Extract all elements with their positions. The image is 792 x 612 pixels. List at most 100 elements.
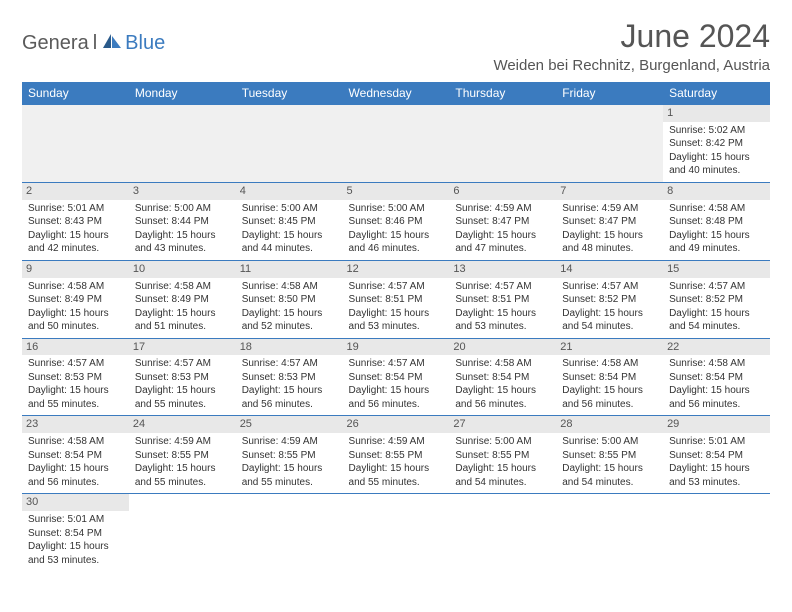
day-detail: Sunrise: 4:59 AMSunset: 8:55 PMDaylight:… — [240, 435, 339, 489]
day-detail: Sunrise: 4:57 AMSunset: 8:52 PMDaylight:… — [667, 280, 766, 334]
day-cell-16: 16Sunrise: 4:57 AMSunset: 8:53 PMDayligh… — [22, 338, 129, 416]
day-detail: Sunrise: 5:00 AMSunset: 8:45 PMDaylight:… — [240, 202, 339, 256]
logo-sail-icon — [101, 32, 123, 55]
day-number: 3 — [129, 183, 236, 200]
day-number: 9 — [22, 261, 129, 278]
empty-cell — [22, 105, 129, 183]
empty-cell — [129, 105, 236, 183]
day-number: 25 — [236, 416, 343, 433]
day-cell-19: 19Sunrise: 4:57 AMSunset: 8:54 PMDayligh… — [343, 338, 450, 416]
location: Weiden bei Rechnitz, Burgenland, Austria — [493, 57, 770, 74]
day-number: 5 — [343, 183, 450, 200]
day-detail: Sunrise: 5:00 AMSunset: 8:46 PMDaylight:… — [347, 202, 446, 256]
day-cell-23: 23 Sunrise: 4:58 AMSunset: 8:54 PMDayligh… — [22, 416, 129, 494]
day-number: 18 — [236, 339, 343, 356]
day-header-wednesday: Wednesday — [343, 82, 450, 105]
day-cell-14: 14Sunrise: 4:57 AMSunset: 8:52 PMDayligh… — [556, 260, 663, 338]
day-number: 10 — [129, 261, 236, 278]
day-cell-21: 21Sunrise: 4:58 AMSunset: 8:54 PMDayligh… — [556, 338, 663, 416]
day-detail: Sunrise: 5:02 AMSunset: 8:42 PMDaylight:… — [667, 124, 766, 178]
day-detail: Sunrise: 4:58 AMSunset: 8:49 PMDaylight:… — [26, 280, 125, 334]
day-detail: Sunrise: 4:58 AMSunset: 8:54 PMDaylight:… — [26, 435, 125, 489]
day-cell-6: 6 Sunrise: 4:59 AMSunset: 8:47 PMDaylight… — [449, 182, 556, 260]
day-cell-7: 7Sunrise: 4:59 AMSunset: 8:47 PMDaylight… — [556, 182, 663, 260]
day-cell-8: 8Sunrise: 4:58 AMSunset: 8:48 PMDaylight… — [663, 182, 770, 260]
day-header-monday: Monday — [129, 82, 236, 105]
day-cell-2: 2Sunrise: 5:01 AMSunset: 8:43 PMDaylight… — [22, 182, 129, 260]
day-number: 28 — [556, 416, 663, 433]
day-detail: Sunrise: 4:59 AMSunset: 8:55 PMDaylight:… — [347, 435, 446, 489]
day-number: 4 — [236, 183, 343, 200]
empty-cell — [663, 494, 770, 571]
day-cell-12: 12 Sunrise: 4:57 AMSunset: 8:51 PMDayligh… — [343, 260, 450, 338]
day-header-sunday: Sunday — [22, 82, 129, 105]
day-number: 21 — [556, 339, 663, 356]
title-block: June 2024 Weiden bei Rechnitz, Burgenlan… — [493, 18, 770, 74]
day-cell-26: 26 Sunrise: 4:59 AMSunset: 8:55 PMDayligh… — [343, 416, 450, 494]
day-cell-5: 5 Sunrise: 5:00 AMSunset: 8:46 PMDaylight… — [343, 182, 450, 260]
logo-text-l: l — [93, 32, 97, 55]
day-number: 14 — [556, 261, 663, 278]
day-number: 30 — [22, 494, 129, 511]
day-number: 26 — [343, 416, 450, 433]
day-cell-29: 29Sunrise: 5:01 AMSunset: 8:54 PMDayligh… — [663, 416, 770, 494]
day-cell-25: 25 Sunrise: 4:59 AMSunset: 8:55 PMDayligh… — [236, 416, 343, 494]
day-cell-18: 18Sunrise: 4:57 AMSunset: 8:53 PMDayligh… — [236, 338, 343, 416]
day-header-tuesday: Tuesday — [236, 82, 343, 105]
day-number: 8 — [663, 183, 770, 200]
day-detail: Sunrise: 4:57 AMSunset: 8:53 PMDaylight:… — [240, 357, 339, 411]
day-cell-10: 10 Sunrise: 4:58 AMSunset: 8:49 PMDayligh… — [129, 260, 236, 338]
day-detail: Sunrise: 4:57 AMSunset: 8:51 PMDaylight:… — [347, 280, 446, 334]
day-detail: Sunrise: 4:57 AMSunset: 8:53 PMDaylight:… — [26, 357, 125, 411]
day-number: 22 — [663, 339, 770, 356]
calendar-row: 9Sunrise: 4:58 AMSunset: 8:49 PMDaylight… — [22, 260, 770, 338]
day-detail: Sunrise: 4:57 AMSunset: 8:51 PMDaylight:… — [453, 280, 552, 334]
day-detail: Sunrise: 5:01 AMSunset: 8:43 PMDaylight:… — [26, 202, 125, 256]
empty-cell — [449, 105, 556, 183]
calendar-row: 1 Sunrise: 5:02 AMSunset: 8:42 PMDaylight… — [22, 105, 770, 183]
logo-text-blue: Blue — [125, 32, 165, 55]
day-cell-4: 4 Sunrise: 5:00 AMSunset: 8:45 PMDaylight… — [236, 182, 343, 260]
calendar-row: 30 Sunrise: 5:01 AMSunset: 8:54 PMDayligh… — [22, 494, 770, 571]
day-detail: Sunrise: 5:00 AMSunset: 8:55 PMDaylight:… — [453, 435, 552, 489]
day-cell-28: 28 Sunrise: 5:00 AMSunset: 8:55 PMDayligh… — [556, 416, 663, 494]
day-number: 6 — [449, 183, 556, 200]
empty-cell — [236, 494, 343, 571]
day-header-saturday: Saturday — [663, 82, 770, 105]
calendar-row: 23 Sunrise: 4:58 AMSunset: 8:54 PMDayligh… — [22, 416, 770, 494]
day-detail: Sunrise: 5:00 AMSunset: 8:55 PMDaylight:… — [560, 435, 659, 489]
day-detail: Sunrise: 4:57 AMSunset: 8:53 PMDaylight:… — [133, 357, 232, 411]
day-detail: Sunrise: 4:58 AMSunset: 8:54 PMDaylight:… — [667, 357, 766, 411]
day-number: 19 — [343, 339, 450, 356]
day-cell-15: 15Sunrise: 4:57 AMSunset: 8:52 PMDayligh… — [663, 260, 770, 338]
day-number: 1 — [663, 105, 770, 122]
day-detail: Sunrise: 4:57 AMSunset: 8:54 PMDaylight:… — [347, 357, 446, 411]
empty-cell — [129, 494, 236, 571]
day-cell-24: 24Sunrise: 4:59 AMSunset: 8:55 PMDayligh… — [129, 416, 236, 494]
day-cell-13: 13Sunrise: 4:57 AMSunset: 8:51 PMDayligh… — [449, 260, 556, 338]
day-number: 11 — [236, 261, 343, 278]
day-detail: Sunrise: 4:58 AMSunset: 8:54 PMDaylight:… — [560, 357, 659, 411]
month-title: June 2024 — [493, 18, 770, 55]
day-number: 7 — [556, 183, 663, 200]
day-cell-11: 11Sunrise: 4:58 AMSunset: 8:50 PMDayligh… — [236, 260, 343, 338]
day-cell-17: 17Sunrise: 4:57 AMSunset: 8:53 PMDayligh… — [129, 338, 236, 416]
day-detail: Sunrise: 4:58 AMSunset: 8:49 PMDaylight:… — [133, 280, 232, 334]
day-number: 23 — [22, 416, 129, 433]
day-number: 12 — [343, 261, 450, 278]
day-number: 17 — [129, 339, 236, 356]
calendar-table: SundayMondayTuesdayWednesdayThursdayFrid… — [22, 82, 770, 571]
day-detail: Sunrise: 5:00 AMSunset: 8:44 PMDaylight:… — [133, 202, 232, 256]
day-number: 16 — [22, 339, 129, 356]
day-cell-9: 9 Sunrise: 4:58 AMSunset: 8:49 PMDaylight… — [22, 260, 129, 338]
calendar-body: 1 Sunrise: 5:02 AMSunset: 8:42 PMDaylight… — [22, 105, 770, 572]
empty-cell — [556, 494, 663, 571]
day-cell-3: 3 Sunrise: 5:00 AMSunset: 8:44 PMDaylight… — [129, 182, 236, 260]
day-cell-30: 30 Sunrise: 5:01 AMSunset: 8:54 PMDayligh… — [22, 494, 129, 571]
day-detail: Sunrise: 4:59 AMSunset: 8:55 PMDaylight:… — [133, 435, 232, 489]
day-detail: Sunrise: 4:59 AMSunset: 8:47 PMDaylight:… — [453, 202, 552, 256]
day-cell-27: 27Sunrise: 5:00 AMSunset: 8:55 PMDayligh… — [449, 416, 556, 494]
day-cell-1: 1 Sunrise: 5:02 AMSunset: 8:42 PMDaylight… — [663, 105, 770, 183]
day-detail: Sunrise: 5:01 AMSunset: 8:54 PMDaylight:… — [26, 513, 125, 567]
day-cell-20: 20Sunrise: 4:58 AMSunset: 8:54 PMDayligh… — [449, 338, 556, 416]
